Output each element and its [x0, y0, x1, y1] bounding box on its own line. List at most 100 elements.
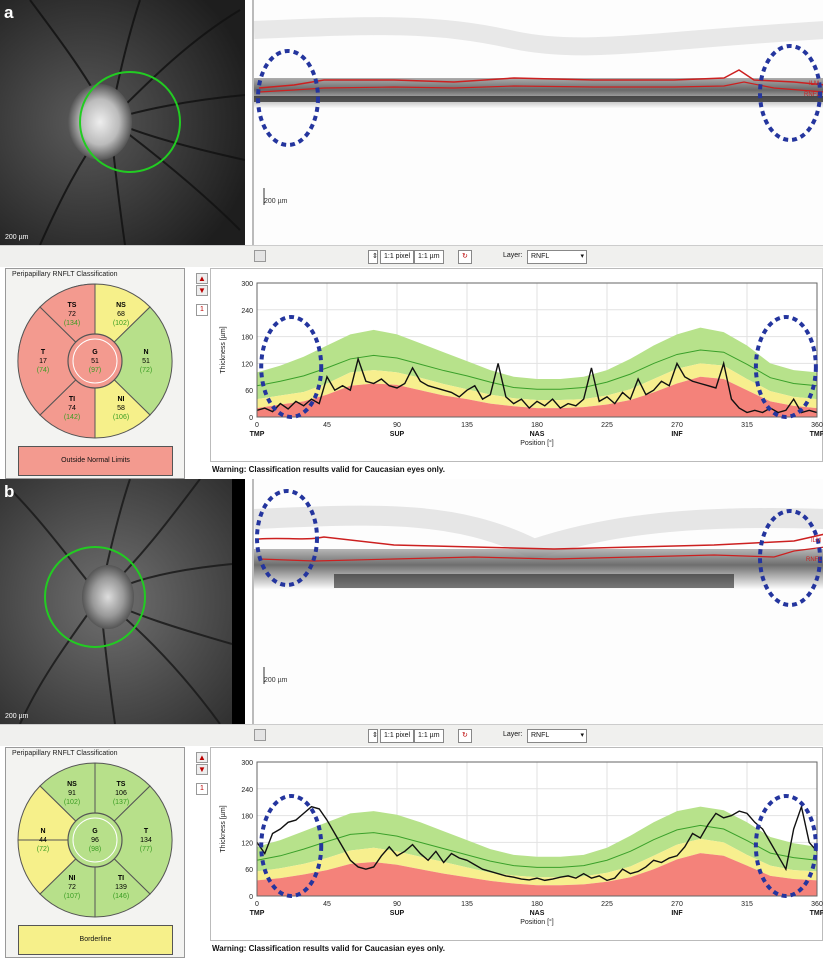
y-tick-label: 0 [249, 894, 253, 901]
bscan-scale-bar: 200 µm [264, 198, 288, 205]
sector-normal: (97) [89, 367, 101, 374]
sector-g [67, 812, 123, 868]
reset-icon[interactable]: ↻ [458, 729, 472, 743]
arrow-up-icon[interactable]: ▲ [196, 752, 208, 763]
pixel-scale-button[interactable]: 1:1 pixel [380, 729, 415, 743]
arrow-down-icon[interactable]: ▼ [196, 764, 208, 775]
ilm-line [258, 69, 823, 89]
sector-label: T [41, 349, 46, 356]
sector-normal: (142) [64, 414, 80, 421]
x-tick-label: 90 [393, 422, 401, 429]
sector-value: 74 [68, 405, 76, 412]
y-tick-label: 120 [241, 361, 253, 368]
fundus-graphic [0, 479, 245, 724]
rnflt-classification-panel: Peripapillary RNFLT Classification NS 91… [5, 747, 185, 958]
x-tick-label: 315 [741, 422, 753, 429]
panel-letter: b [4, 482, 15, 501]
toolbar-square-button[interactable] [254, 250, 266, 262]
sector-label: TI [118, 875, 124, 882]
arrow-down-icon[interactable]: ▼ [196, 285, 208, 296]
panel-letter: a [4, 3, 14, 22]
layer-select[interactable]: RNFL ▾ [527, 250, 587, 264]
plot-frame [256, 282, 818, 418]
sector-label: NS [116, 302, 126, 309]
sector-value: 17 [39, 358, 47, 365]
y-tick-label: 240 [241, 308, 253, 315]
sector-label: T [144, 828, 149, 835]
highlight-ellipse-right [758, 44, 822, 142]
x-tick-label: 90 [393, 901, 401, 908]
band-borderline [257, 838, 817, 886]
rnfl-label: RNFL [804, 92, 820, 98]
toolbar-square-button[interactable] [254, 729, 266, 741]
chevron-down-icon: ▾ [580, 253, 584, 260]
chevron-down-icon: ▾ [580, 732, 584, 739]
sector-normal: (72) [140, 367, 152, 374]
sector-normal: (102) [64, 799, 80, 806]
fit-height-icon[interactable]: ⇕ [368, 729, 378, 743]
sector-value: 44 [39, 837, 47, 844]
micron-scale-button[interactable]: 1:1 µm [414, 729, 444, 743]
sector-value: 91 [68, 790, 76, 797]
sector-value: 134 [140, 837, 152, 844]
sector-normal: (102) [113, 320, 129, 327]
measured-thickness-line [256, 356, 818, 414]
x-tick-label: 180 [531, 422, 543, 429]
thickness-chart: 0 60 120 180 240 300 0 TMP 45 90 SUP 135 180 NAS 225 27… [210, 747, 823, 941]
x-tick-label: 45 [323, 901, 331, 908]
sector-label: TI [69, 396, 75, 403]
fundus-image: b 200 µm [0, 479, 245, 724]
scan-circle [44, 546, 146, 648]
page-number[interactable]: 1 [196, 783, 208, 795]
sector-chart: NS 91 (102) TS 106 (137) T 134 (77) TI 1… [17, 762, 173, 918]
x-tick-label: 0 [255, 901, 259, 908]
panel-b: b 200 µm ILM RNFL 200 µm ⇕ 1:1 pixel 1:1 [0, 479, 823, 958]
warning-text: Warning: Classification results valid fo… [212, 465, 445, 474]
sector-t [94, 785, 173, 895]
x-tick-label: 315 [741, 901, 753, 908]
y-axis-label: Thickness [µm] [220, 805, 227, 852]
sector-normal: (72) [37, 846, 49, 853]
x-sector-label: TMP [810, 431, 823, 438]
thickness-chart: 0 60 120 180 240 300 0 TMP 45 90 SUP 135 180 NAS 225 27… [210, 268, 823, 462]
sector-value: 58 [117, 405, 125, 412]
band-outside-normal [257, 853, 817, 896]
x-tick-label: 0 [255, 422, 259, 429]
sector-value: 72 [68, 311, 76, 318]
reset-icon[interactable]: ↻ [458, 250, 472, 264]
bscan-graphic: ILM RNFL [254, 17, 823, 205]
sector-label: N [143, 349, 148, 356]
page-number[interactable]: 1 [196, 304, 208, 316]
optic-disc [82, 565, 134, 629]
band-outside-normal [257, 376, 817, 417]
sector-value: 139 [115, 884, 127, 891]
bscan-scale-bar: 200 µm [264, 677, 288, 684]
y-tick-label: 180 [241, 335, 253, 342]
x-tick-label: 45 [323, 422, 331, 429]
sector-normal: (74) [37, 367, 49, 374]
y-tick-label: 120 [241, 840, 253, 847]
fit-height-icon[interactable]: ⇕ [368, 250, 378, 264]
x-tick-label: 135 [461, 901, 473, 908]
x-sector-label: TMP [250, 910, 265, 917]
x-sector-label: NAS [530, 431, 545, 438]
fundus-scale-bar: 200 µm [5, 713, 29, 720]
sector-g [67, 333, 123, 389]
x-tick-label: 360 [811, 901, 823, 908]
arrow-up-icon[interactable]: ▲ [196, 273, 208, 284]
sector-value: 51 [142, 358, 150, 365]
y-axis-label: Thickness [µm] [220, 326, 227, 373]
classification-status: Borderline [18, 925, 173, 955]
sector-label: G [92, 349, 98, 356]
micron-scale-button[interactable]: 1:1 µm [414, 250, 444, 264]
layer-label: Layer: [503, 731, 523, 738]
pixel-scale-button[interactable]: 1:1 pixel [380, 250, 415, 264]
layer-select[interactable]: RNFL ▾ [527, 729, 587, 743]
y-tick-label: 60 [245, 867, 253, 874]
fundus-image: a 200 µm [0, 0, 245, 245]
sector-label: NI [69, 875, 76, 882]
toolbar: ⇕ 1:1 pixel 1:1 µm ↻ Layer: RNFL ▾ [0, 245, 823, 267]
x-tick-label: 360 [811, 422, 823, 429]
ilm-label: ILM [811, 538, 821, 544]
bscan-graphic: ILM RNFL [254, 489, 823, 684]
